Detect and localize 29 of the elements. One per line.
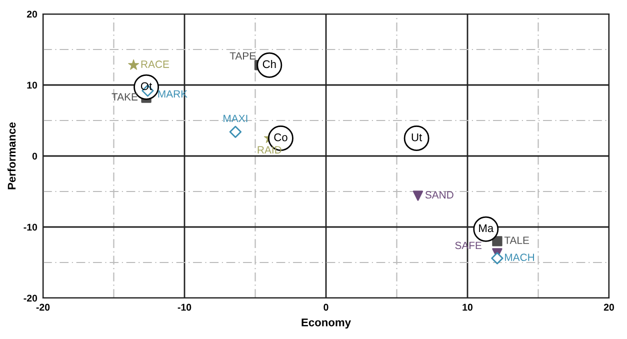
x-tick-label: 20 [604,304,614,311]
x-tick-label: 10 [462,304,473,311]
x-axis-title: Economy [302,318,351,329]
annotation: TALE [504,236,529,244]
annotation: Ch [262,60,276,68]
y-tick-label: -10 [24,224,38,231]
annotation: RACE [141,60,169,68]
annotation: TAKE [112,93,138,100]
annotation: Ma [479,224,494,232]
x-tick-label: -10 [178,304,192,311]
point [412,190,424,201]
annotation: SAND [425,191,454,199]
annotation: TAPE [230,52,256,60]
y-tick-label: 0 [32,152,38,160]
y-tick-label: 20 [26,10,38,18]
point [128,59,140,70]
annotation: Ut [412,133,422,142]
x-tick-label: 0 [324,304,328,311]
annotation: RAID [258,146,282,154]
annotation: MAXI [224,114,248,122]
point [492,236,502,246]
y-axis-title: Performance [7,122,16,190]
point [491,252,504,264]
annotation: MACH [505,254,534,262]
point [229,126,242,138]
annotation: Co [274,133,288,142]
y-tick-label: -20 [24,294,38,302]
y-tick-label: 10 [27,82,38,89]
x-tick-label: -20 [36,304,50,311]
